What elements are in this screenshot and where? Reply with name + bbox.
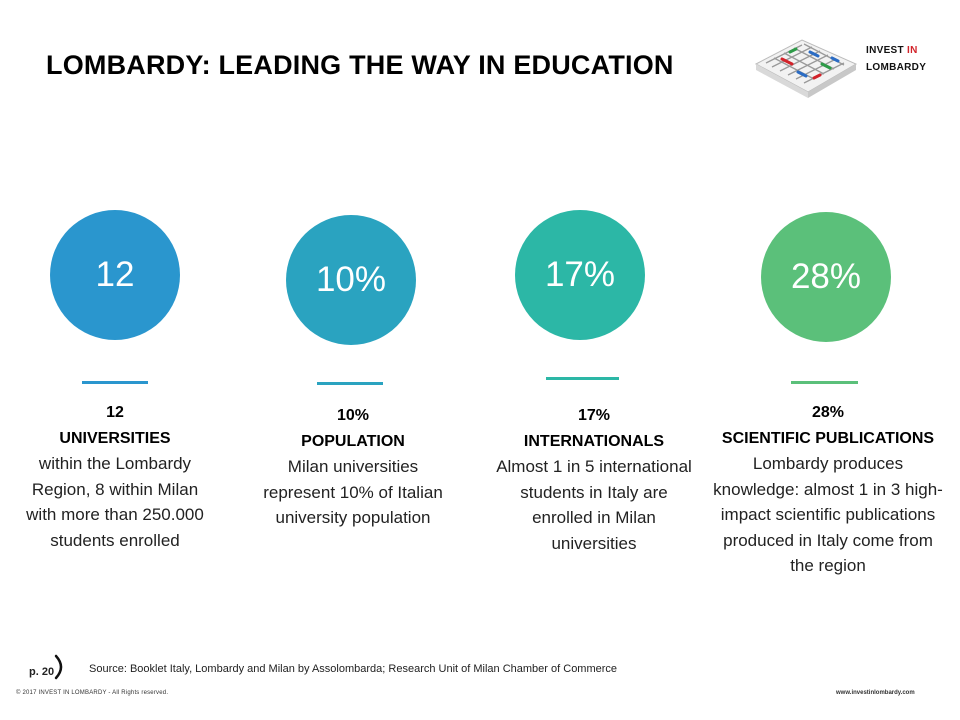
stat-circle: 12 [50,210,180,340]
page-arc-icon [54,654,63,680]
source-note: Source: Booklet Italy, Lombardy and Mila… [89,663,618,675]
stat-value: 10% [336,407,370,424]
stat-description: 12 UNIVERSITIES within the Lombardy Regi… [15,400,215,553]
accent-rule [317,382,383,385]
stat-body: Lombardy produces knowledge: almost 1 in… [713,454,943,575]
logo-wordmark: INVEST IN LOMBARDY [866,42,926,76]
stat-circle: 17% [515,210,645,340]
invest-in-lombardy-logo: INVEST IN LOMBARDY [752,34,932,104]
page-number: p. 20 [29,666,55,678]
stat-heading: INTERNATIONALS [523,432,665,450]
stat-body: Milan universities represent 10% of Ital… [263,457,443,527]
stat-value: 28% [811,404,845,421]
page-title: LOMBARDY: LEADING THE WAY IN EDUCATION [46,50,674,80]
stat-circle: 28% [761,212,891,342]
logo-text-in: IN [907,45,918,56]
stat-description: 28% SCIENTIFIC PUBLICATIONS Lombardy pro… [712,400,944,579]
stat-heading: POPULATION [301,432,405,450]
accent-rule [82,381,148,384]
stat-body: Almost 1 in 5 international students in … [496,457,692,553]
stat-heading: UNIVERSITIES [59,429,171,447]
accent-rule [791,381,858,384]
stat-value: 12 [106,404,124,421]
stat-circle: 10% [286,215,416,345]
stat-value: 17% [577,407,611,424]
logo-text-lombardy: LOMBARDY [866,62,927,73]
stat-heading: SCIENTIFIC PUBLICATIONS [721,429,935,447]
logo-text-invest: INVEST [866,45,907,56]
copyright-notice: © 2017 INVEST IN LOMBARDY - All Rights r… [16,690,169,696]
stat-description: 10% POPULATION Milan universities repres… [253,403,453,531]
website-link[interactable]: www.investinlombardy.com [836,690,915,696]
maze-logo-icon [754,39,858,98]
accent-rule [546,377,619,380]
stat-body: within the Lombardy Region, 8 within Mil… [26,454,204,550]
stat-description: 17% INTERNATIONALS Almost 1 in 5 interna… [494,403,694,556]
